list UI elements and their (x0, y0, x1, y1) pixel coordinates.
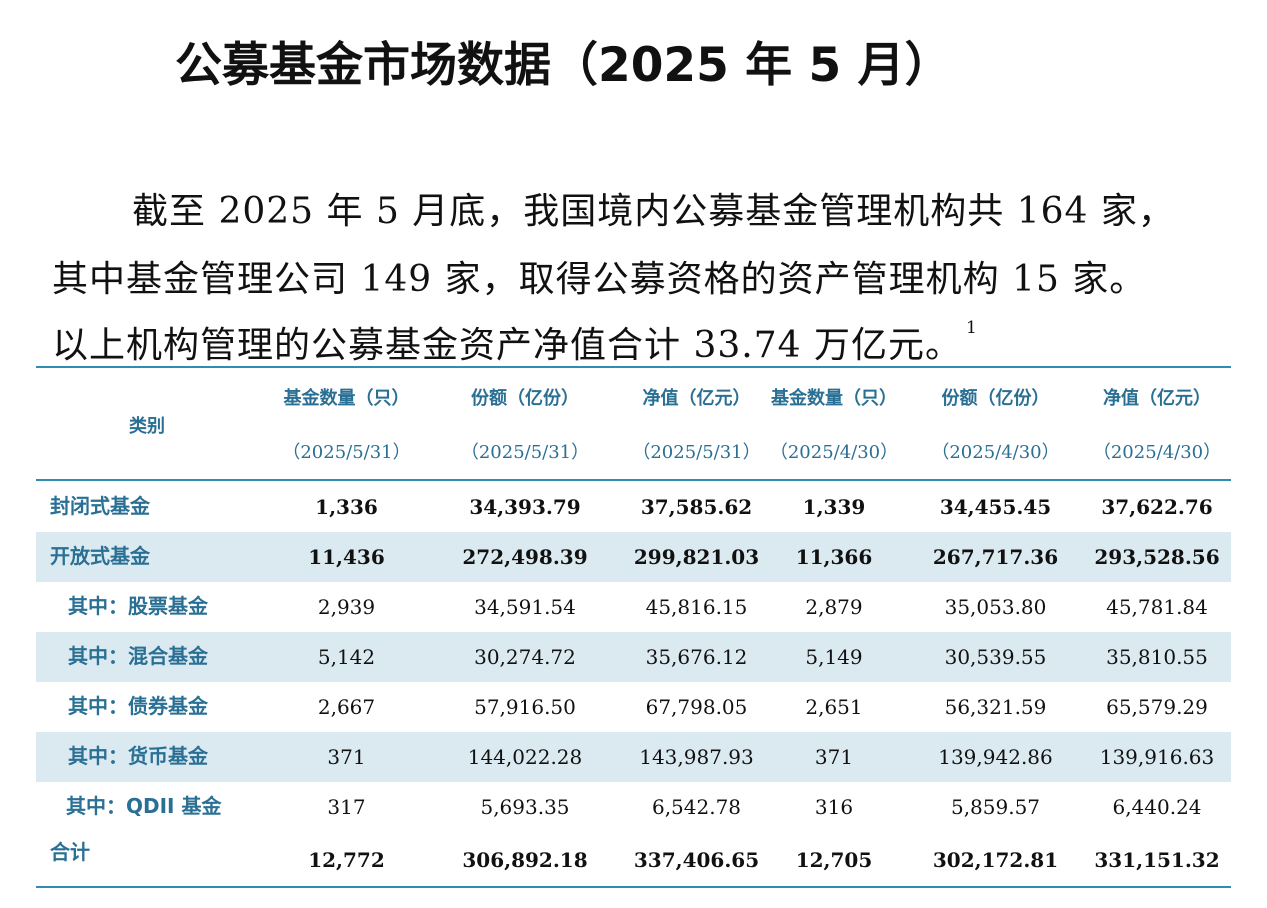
cell: 2,667 (317, 695, 376, 719)
col-header-label: 基金数量（只） (283, 388, 410, 409)
col-header-nav-may: 净值（亿元） （2025/5/31） (615, 368, 778, 479)
cell: 144,022.28 (467, 745, 583, 769)
row-label: 其中：债券基金 (68, 694, 208, 718)
cell: 299,821.03 (633, 545, 760, 569)
cell: 139,916.63 (1099, 745, 1215, 769)
cell: 34,393.79 (469, 495, 581, 519)
cell: 45,816.15 (645, 595, 748, 619)
cell: 5,693.35 (480, 795, 570, 819)
cell: 11,436 (308, 545, 385, 569)
col-header-nav-apr: 净值（亿元） （2025/4/30） (1083, 368, 1231, 479)
col-header-count-apr: 基金数量（只） （2025/4/30） (766, 368, 902, 479)
cell: 331,151.32 (1094, 848, 1220, 872)
cell: 57,916.50 (474, 695, 576, 719)
table-row: 其中：QDII 基金 317 5,693.35 6,542.78 316 5,8… (36, 782, 1231, 832)
row-label: 其中：混合基金 (68, 644, 208, 668)
cell: 35,676.12 (645, 645, 748, 669)
cell: 30,539.55 (944, 645, 1047, 669)
cell: 371 (814, 745, 854, 769)
cell: 2,879 (805, 595, 863, 619)
paragraph-line-2: 其中基金管理公司 149 家，取得公募资格的资产管理机构 15 家。 (52, 259, 1147, 300)
cell: 5,142 (317, 645, 376, 669)
cell: 293,528.56 (1094, 545, 1220, 569)
col-header-date: （2025/5/31） (632, 442, 761, 463)
table-row: 其中：货币基金 371 144,022.28 143,987.93 371 13… (36, 732, 1231, 782)
category-header: 类别 (129, 416, 165, 437)
cell: 2,939 (317, 595, 376, 619)
table-row: 其中：债券基金 2,667 57,916.50 67,798.05 2,651 … (36, 682, 1231, 732)
table-row: 其中：股票基金 2,939 34,591.54 45,816.15 2,879 … (36, 582, 1231, 632)
col-header-label: 净值（亿元） (642, 388, 751, 409)
col-header-date: （2025/4/30） (769, 442, 899, 463)
cell: 272,498.39 (462, 545, 588, 569)
cell: 5,859.57 (950, 795, 1041, 819)
paragraph-line-3-text: 以上机构管理的公募基金资产净值合计 33.74 万亿元。 (52, 325, 962, 366)
table-row: 封闭式基金 1,336 34,393.79 37,585.62 1,339 34… (36, 482, 1231, 532)
fund-data-table: 类别 基金数量（只） （2025/5/31） 份额（亿份） （2025/5/31… (36, 366, 1231, 888)
col-header-date: （2025/4/30） (931, 442, 1060, 463)
row-label: 开放式基金 (50, 544, 150, 568)
row-label: 其中：股票基金 (68, 594, 208, 618)
cell: 67,798.05 (645, 695, 748, 719)
cell: 6,440.24 (1112, 795, 1202, 819)
cell: 1,339 (802, 495, 866, 519)
table-row: 其中：混合基金 5,142 30,274.72 35,676.12 5,149 … (36, 632, 1231, 682)
cell: 37,622.76 (1101, 495, 1213, 519)
cell: 139,942.86 (938, 745, 1053, 769)
table-row-total: 合计 12,772 306,892.18 337,406.65 12,705 3… (36, 832, 1231, 886)
paragraph-line-1: 截至 2025 年 5 月底，我国境内公募基金管理机构共 164 家， (132, 191, 1175, 232)
cell: 302,172.81 (932, 848, 1059, 872)
col-header-shares-may: 份额（亿份） （2025/5/31） (435, 368, 615, 479)
row-label: 合计 (50, 840, 90, 864)
paragraph-line-3: 以上机构管理的公募基金资产净值合计 33.74 万亿元。 1 (52, 316, 1212, 368)
col-header-label: 基金数量（只） (771, 388, 897, 409)
cell: 34,591.54 (474, 595, 576, 619)
col-header-label: 份额（亿份） (471, 388, 579, 409)
col-header-label: 份额（亿份） (941, 388, 1050, 409)
cell: 11,366 (795, 545, 873, 569)
col-header-date: （2025/5/31） (460, 442, 590, 463)
row-label: 其中：QDII 基金 (66, 794, 222, 818)
cell: 12,772 (308, 848, 385, 872)
cell: 316 (814, 795, 854, 819)
table-row: 开放式基金 11,436 272,498.39 299,821.03 11,36… (36, 532, 1231, 582)
col-header-count-may: 基金数量（只） （2025/5/31） (258, 368, 435, 479)
cell: 317 (327, 795, 366, 819)
cell: 65,579.29 (1106, 695, 1208, 719)
col-header-label: 净值（亿元） (1103, 388, 1211, 409)
cell: 5,149 (805, 645, 863, 669)
cell: 306,892.18 (462, 848, 588, 872)
col-header-date: （2025/4/30） (1092, 442, 1222, 463)
cell: 371 (327, 745, 366, 769)
cell: 2,651 (805, 695, 863, 719)
cell: 37,585.62 (640, 495, 753, 519)
table-header: 类别 基金数量（只） （2025/5/31） 份额（亿份） （2025/5/31… (36, 368, 1231, 481)
col-header-shares-apr: 份额（亿份） （2025/4/30） (908, 368, 1083, 479)
cell: 34,455.45 (939, 495, 1052, 519)
cell: 45,781.84 (1106, 595, 1208, 619)
col-header-date: （2025/5/31） (282, 442, 411, 463)
cell: 143,987.93 (639, 745, 754, 769)
cell: 35,810.55 (1106, 645, 1208, 669)
cell: 1,336 (315, 495, 378, 519)
cell: 56,321.59 (944, 695, 1047, 719)
cell: 267,717.36 (932, 545, 1059, 569)
cell: 12,705 (795, 848, 873, 872)
cell: 35,053.80 (944, 595, 1047, 619)
row-label: 封闭式基金 (50, 494, 150, 518)
page-title: 公募基金市场数据（2025 年 5 月） (175, 38, 952, 93)
footnote-marker: 1 (965, 318, 978, 338)
cell: 337,406.65 (633, 848, 760, 872)
cell: 6,542.78 (651, 795, 742, 819)
cell: 30,274.72 (474, 645, 576, 669)
row-label: 其中：货币基金 (68, 744, 208, 768)
